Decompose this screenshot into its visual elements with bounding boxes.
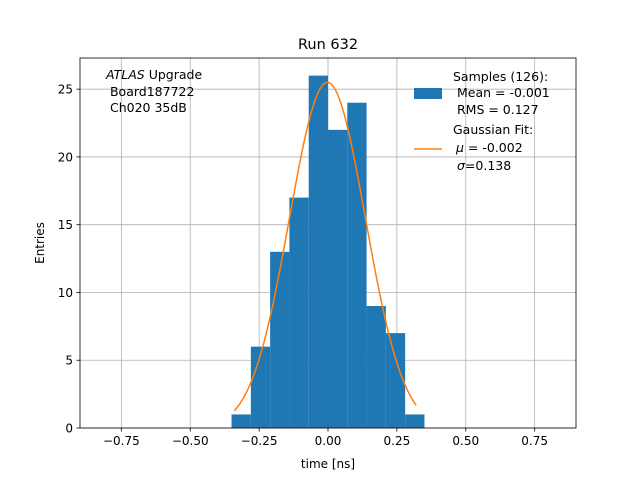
histogram-bar [231, 414, 251, 428]
x-tick-label: 0.50 [452, 434, 479, 448]
y-tick-label: 25 [58, 83, 73, 97]
x-tick-label: 0.25 [384, 434, 411, 448]
x-tick-label: −0.25 [241, 434, 278, 448]
gaussian-fit-curve [233, 81, 417, 412]
legend-mu-value: = -0.002 [464, 140, 523, 155]
histogram-bar [308, 75, 328, 428]
histogram-bar [366, 306, 386, 428]
y-tick-label: 15 [58, 218, 73, 232]
histogram-bar [250, 346, 271, 428]
legend: Samples (126): Mean = -0.001 RMS = 0.127… [414, 69, 550, 173]
y-axis-ticks: 0 5 10 15 20 25 [58, 83, 80, 436]
x-axis-ticks: −0.75 −0.50 −0.25 0.00 0.25 0.50 0.75 [103, 428, 548, 448]
legend-fit-line-3: σ=0.138 [457, 158, 511, 173]
x-tick-label: −0.50 [172, 434, 209, 448]
x-tick-label: 0.75 [521, 434, 548, 448]
annotation-line-1: ATLAS Upgrade [105, 67, 202, 82]
y-tick-label: 5 [65, 354, 73, 368]
legend-samples-swatch [414, 88, 442, 99]
y-axis-label: Entries [33, 222, 47, 264]
histogram-bar [289, 197, 309, 428]
annotation-line-2: Board187722 [106, 84, 194, 99]
y-tick-label: 20 [58, 150, 73, 164]
atlas-annotation: ATLAS Upgrade Board187722 Ch020 35dB [105, 67, 202, 115]
histogram-bar [385, 333, 406, 428]
legend-sigma-symbol: σ [457, 158, 466, 173]
legend-fit-line-1: Gaussian Fit: [453, 122, 533, 137]
chart-title: Run 632 [298, 37, 358, 53]
y-tick-label: 10 [58, 286, 73, 300]
histogram-bar [328, 129, 348, 429]
histogram-bar [405, 414, 425, 428]
y-tick-label: 0 [65, 422, 73, 436]
atlas-italic: ATLAS [105, 67, 145, 82]
legend-samples-line-3: RMS = 0.127 [453, 102, 539, 117]
legend-sigma-value: =0.138 [465, 158, 511, 173]
x-tick-label: 0.00 [315, 434, 342, 448]
histogram-bar [270, 251, 290, 428]
annotation-line-3: Ch020 35dB [106, 100, 187, 115]
legend-samples-line-1: Samples (126): [453, 69, 548, 84]
legend-fit-line-2: μ = -0.002 [455, 140, 523, 155]
x-tick-label: −0.75 [103, 434, 140, 448]
legend-samples-line-2: Mean = -0.001 [453, 85, 550, 100]
x-axis-label: time [ns] [301, 457, 355, 471]
annotation-upgrade: Upgrade [145, 67, 203, 82]
histogram-bar [347, 102, 367, 428]
legend-mu-symbol: μ [455, 140, 464, 155]
